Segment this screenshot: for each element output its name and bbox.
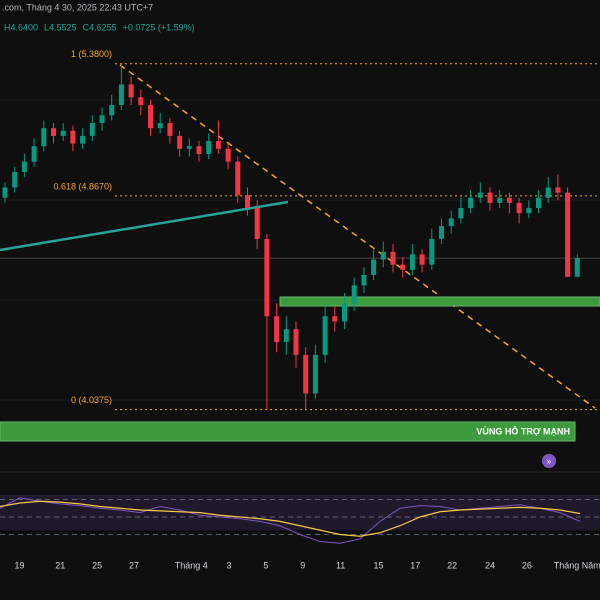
candle-body bbox=[264, 238, 270, 317]
candle-body bbox=[215, 141, 221, 149]
candle-body bbox=[60, 130, 66, 136]
x-tick-label: 15 bbox=[373, 560, 383, 570]
candle-body bbox=[80, 135, 86, 144]
candle-body bbox=[70, 130, 76, 144]
candle-body bbox=[409, 254, 415, 270]
grid bbox=[0, 99, 600, 401]
candle-body bbox=[361, 275, 367, 286]
candle-body bbox=[254, 208, 260, 239]
candle-body bbox=[157, 123, 163, 129]
x-tick-label: Tháng 4 bbox=[175, 560, 208, 570]
x-tick-label: 9 bbox=[300, 560, 305, 570]
x-tick-label: 3 bbox=[227, 560, 232, 570]
x-tick-label: 21 bbox=[55, 560, 65, 570]
resistance-line bbox=[119, 64, 596, 409]
x-tick-label: 25 bbox=[92, 560, 102, 570]
candle-body bbox=[303, 354, 309, 394]
zone-label: VÙNG HỖ TRỢ MẠNH bbox=[476, 425, 570, 436]
candle-body bbox=[274, 316, 280, 342]
ohlc-value: H4.6400 bbox=[4, 22, 38, 32]
candle-body bbox=[167, 123, 173, 136]
candle-body bbox=[380, 251, 386, 260]
x-tick-label: 26 bbox=[522, 560, 532, 570]
trend-line bbox=[0, 200, 289, 252]
candle-body bbox=[109, 105, 115, 116]
support-zone bbox=[0, 421, 576, 442]
candle-body bbox=[293, 329, 299, 355]
ohlc-value: C4.6255 bbox=[83, 22, 117, 32]
x-tick-label: Tháng Năm bbox=[554, 560, 600, 570]
candle-body bbox=[497, 197, 503, 203]
ohlc-value: +0.0725 (+1.59%) bbox=[123, 22, 195, 32]
x-tick-label: 27 bbox=[129, 560, 139, 570]
candle-body bbox=[448, 218, 454, 227]
candle-body bbox=[89, 123, 95, 136]
candle-body bbox=[468, 197, 474, 209]
rsi-rsi bbox=[0, 497, 581, 544]
candle-body bbox=[332, 316, 338, 322]
candle-body bbox=[371, 259, 377, 275]
candle-body bbox=[342, 303, 347, 322]
candle-body bbox=[506, 197, 512, 203]
candle-body bbox=[419, 254, 425, 265]
candle-body bbox=[400, 264, 406, 270]
candle-body bbox=[41, 128, 47, 147]
candle-body bbox=[458, 208, 464, 219]
x-tick-label: 22 bbox=[447, 560, 457, 570]
candle-body bbox=[351, 285, 357, 304]
candle-body bbox=[322, 316, 328, 355]
x-tick-label: 17 bbox=[410, 560, 420, 570]
candle-body bbox=[312, 354, 318, 394]
candle-body bbox=[177, 135, 183, 149]
x-tick-label: 11 bbox=[336, 560, 345, 570]
candle-body bbox=[574, 258, 580, 277]
header-ohlc: H4.6400 L4.5525 C4.6255 +0.0725 (+1.59%) bbox=[4, 22, 195, 32]
candle-body bbox=[235, 161, 241, 196]
candle-body bbox=[12, 171, 18, 188]
candle-body bbox=[2, 187, 8, 198]
candle-body bbox=[439, 226, 444, 239]
candle-body bbox=[245, 195, 250, 209]
support-box bbox=[279, 296, 600, 307]
candle-body bbox=[477, 192, 483, 198]
candle-body bbox=[148, 105, 153, 129]
candle-body bbox=[138, 97, 144, 105]
indicator-icon-glyph[interactable]: » bbox=[547, 457, 552, 466]
fib-label: 0.618 (4.8670) bbox=[53, 181, 112, 191]
candle-body bbox=[516, 202, 522, 214]
candle-body bbox=[21, 161, 27, 172]
candle-body bbox=[128, 84, 134, 98]
candle-body bbox=[555, 187, 561, 193]
indicator-icon[interactable] bbox=[542, 454, 556, 468]
candle-body bbox=[429, 238, 435, 265]
x-tick-label: 5 bbox=[263, 560, 268, 570]
candle-body bbox=[536, 197, 541, 209]
rsi-band bbox=[0, 495, 600, 530]
candle-body bbox=[196, 146, 202, 154]
candle-body bbox=[526, 208, 532, 214]
x-tick-label: 19 bbox=[15, 560, 25, 570]
candle-body bbox=[31, 146, 37, 162]
plot: 1 (5.3800) 0.618 (4.8670) 0 (4.0375) 19 21 25… bbox=[0, 49, 600, 570]
candle-body bbox=[118, 84, 124, 105]
candle-body bbox=[390, 251, 396, 265]
fib-label: 0 (4.0375) bbox=[71, 395, 112, 405]
x-tick-label: 24 bbox=[485, 560, 495, 570]
candle-body bbox=[51, 128, 56, 136]
ohlc-value: L4.5525 bbox=[44, 22, 77, 32]
candle-body bbox=[225, 148, 231, 162]
candle-body bbox=[99, 115, 105, 124]
candle-body bbox=[487, 192, 493, 203]
candle-body bbox=[545, 187, 551, 198]
header-source: .com, Tháng 4 30, 2025 22:43 UTC+7 bbox=[2, 2, 153, 12]
candle-body bbox=[206, 141, 212, 154]
candle-body bbox=[186, 146, 192, 149]
fib-label: 1 (5.3800) bbox=[71, 49, 112, 59]
rsi-ma bbox=[0, 500, 581, 537]
candle-body bbox=[565, 192, 571, 277]
candle-body bbox=[283, 329, 289, 342]
